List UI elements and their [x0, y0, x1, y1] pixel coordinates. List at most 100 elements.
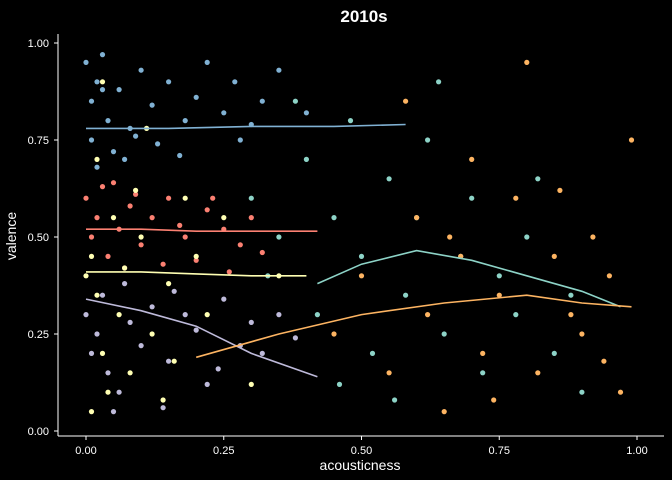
data-point — [403, 98, 409, 104]
data-point — [99, 350, 106, 356]
x-tick-label: 0.75 — [489, 445, 510, 457]
data-point — [221, 110, 227, 116]
data-point — [226, 269, 232, 275]
data-point — [83, 273, 89, 279]
data-point — [105, 370, 111, 376]
data-point — [441, 409, 447, 415]
data-point — [210, 195, 216, 201]
data-point — [568, 312, 574, 318]
data-point — [331, 331, 337, 337]
data-point — [579, 389, 585, 395]
data-point — [105, 253, 111, 259]
data-point — [138, 234, 144, 240]
data-point — [524, 234, 530, 240]
y-tick-label: 1.00 — [28, 38, 49, 50]
data-point — [127, 370, 133, 376]
plot-area — [83, 52, 635, 415]
data-point — [347, 118, 354, 124]
x-axis-ticks: 0.00 0.25 0.50 0.75 1.00 — [75, 436, 648, 457]
data-point — [513, 312, 519, 318]
data-point — [160, 405, 166, 411]
data-point — [617, 389, 624, 395]
data-point — [116, 389, 122, 395]
data-point — [606, 273, 613, 279]
trend-line — [85, 298, 318, 378]
data-point — [110, 215, 117, 221]
y-axis-ticks: 0.00 0.25 0.50 0.75 1.00 — [28, 38, 58, 438]
data-point — [628, 137, 635, 143]
data-point — [138, 67, 144, 73]
data-point — [171, 358, 177, 364]
data-point — [496, 292, 502, 298]
data-point — [99, 79, 106, 85]
y-tick-label: 0.00 — [28, 426, 49, 438]
data-point — [149, 215, 155, 221]
data-point — [127, 203, 133, 209]
data-point — [496, 273, 502, 279]
data-point — [160, 261, 166, 267]
data-point — [469, 195, 475, 201]
chart-title: 2010s — [340, 7, 387, 26]
x-tick-label: 0.25 — [213, 445, 234, 457]
data-point — [221, 296, 227, 302]
data-point — [193, 257, 199, 263]
data-point — [110, 409, 117, 415]
data-point — [524, 59, 530, 65]
data-point — [182, 234, 188, 240]
data-point — [276, 234, 282, 240]
data-point — [292, 98, 298, 104]
data-point — [237, 242, 243, 248]
data-point — [94, 215, 100, 221]
data-point — [88, 137, 95, 143]
data-point — [166, 281, 172, 287]
data-point — [94, 156, 100, 162]
data-point — [336, 381, 343, 387]
data-point — [177, 222, 183, 228]
y-tick-label: 0.25 — [28, 329, 49, 341]
data-point — [403, 292, 409, 298]
data-point — [369, 350, 376, 356]
data-point — [436, 79, 442, 85]
data-point — [149, 304, 155, 310]
data-point — [276, 312, 282, 318]
data-point — [138, 343, 144, 349]
data-point — [579, 331, 585, 337]
data-point — [469, 156, 475, 162]
data-point — [551, 253, 557, 259]
data-point — [425, 137, 431, 143]
y-tick-label: 0.75 — [28, 135, 49, 147]
y-tick-label: 0.50 — [28, 232, 49, 244]
data-point — [590, 234, 596, 240]
data-point — [358, 273, 365, 279]
data-point — [122, 281, 128, 287]
data-point — [99, 52, 106, 58]
data-point — [259, 98, 265, 104]
data-point — [166, 358, 172, 364]
data-point — [204, 312, 210, 318]
data-point — [447, 234, 453, 240]
data-point — [133, 133, 139, 139]
trend-line — [317, 249, 621, 308]
data-point — [193, 327, 199, 333]
data-point — [331, 215, 337, 221]
data-point — [182, 118, 188, 124]
data-point — [491, 397, 497, 403]
data-point — [182, 195, 188, 201]
data-point — [535, 370, 541, 376]
data-point — [392, 397, 398, 403]
data-point — [551, 350, 557, 356]
data-point — [237, 137, 243, 143]
data-point — [425, 312, 431, 318]
data-point — [177, 152, 183, 159]
data-point — [122, 265, 128, 271]
data-point — [94, 164, 100, 170]
data-point — [83, 312, 89, 318]
data-point — [248, 215, 254, 221]
data-point — [99, 87, 106, 93]
x-tick-label: 0.50 — [351, 445, 372, 457]
data-point — [303, 156, 309, 162]
data-point — [110, 180, 117, 186]
data-point — [232, 79, 238, 85]
trend-line — [86, 271, 307, 277]
data-point — [480, 370, 486, 376]
